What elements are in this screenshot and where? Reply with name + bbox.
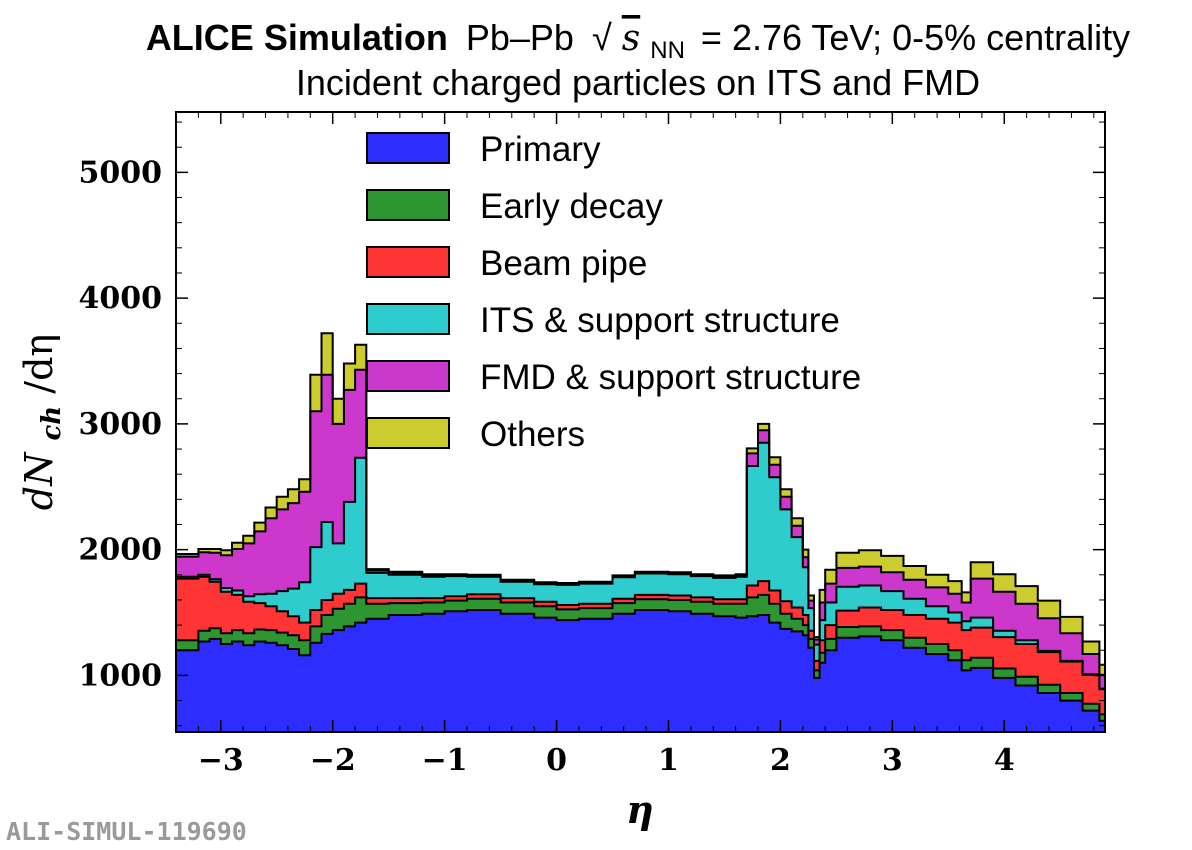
legend-swatch-its-support-structure <box>366 303 450 335</box>
y-tick-label: 1000 <box>79 658 163 693</box>
title-collision: Pb–Pb <box>466 17 574 58</box>
legend-label: Others <box>480 415 585 454</box>
x-tick-label: 4 <box>994 743 1015 778</box>
legend-swatch-early-decay <box>366 189 450 221</box>
legend-label: ITS & support structure <box>480 301 840 340</box>
y-label-dn: dN <box>17 451 61 510</box>
legend: Primary Early decay Beam pipe ITS & support… <box>366 130 861 454</box>
legend-label: Beam pipe <box>480 244 647 283</box>
y-axis-label: dN ch /dη <box>17 334 69 510</box>
legend-swatch-beam-pipe <box>366 246 450 278</box>
y-tick-label: 4000 <box>79 281 163 316</box>
plot-frame <box>175 111 1106 733</box>
legend-label: Primary <box>480 130 601 169</box>
legend-label: FMD & support structure <box>480 358 861 397</box>
chart-title: ALICE Simulation Pb–Pb √ s NN = 2.76 TeV… <box>146 17 1130 66</box>
series-edge-beam-pipe <box>176 575 1105 691</box>
title-nn: NN <box>650 37 685 64</box>
x-tick-label: 0 <box>546 743 567 778</box>
y-label-sub: ch <box>37 406 67 441</box>
legend-swatch-others <box>366 417 450 449</box>
series-edge-others <box>176 332 1105 666</box>
legend-swatch-fmd-support-structure <box>366 360 450 392</box>
y-tick-label: 2000 <box>79 533 163 568</box>
y-tick-label: 5000 <box>79 155 163 190</box>
legend-swatch-primary <box>366 132 450 164</box>
x-tick-label: −1 <box>422 743 468 778</box>
y-label-end: /dη <box>17 334 61 394</box>
x-tick-label: −2 <box>310 743 356 778</box>
x-tick-label: 3 <box>882 743 903 778</box>
title-energy: = 2.76 TeV; 0-5% centrality <box>701 17 1130 58</box>
x-axis-label: η <box>626 787 654 832</box>
footer-id: ALI-SIMUL-119690 <box>6 817 247 846</box>
x-tick-label: 2 <box>770 743 791 778</box>
series-fill-primary <box>176 610 1105 732</box>
y-tick-label: 3000 <box>79 407 163 442</box>
x-tick-label: 1 <box>658 743 679 778</box>
series-edge-early-decay <box>176 593 1105 716</box>
stacked-fills <box>176 332 1105 732</box>
y-tick-labels: 1000 2000 3000 4000 5000 <box>79 155 163 693</box>
x-tick-label: −3 <box>198 743 244 778</box>
chart-subtitle: Incident charged particles on ITS and FM… <box>296 62 980 103</box>
title-bold: ALICE Simulation <box>146 17 448 58</box>
series-edge-primary <box>176 609 1105 722</box>
x-tick-labels: −3 −2 −1 0 1 2 3 4 <box>198 743 1015 778</box>
legend-label: Early decay <box>480 187 663 226</box>
title-sqrt-symbol: √ <box>592 17 612 58</box>
title-s: s <box>622 18 640 59</box>
